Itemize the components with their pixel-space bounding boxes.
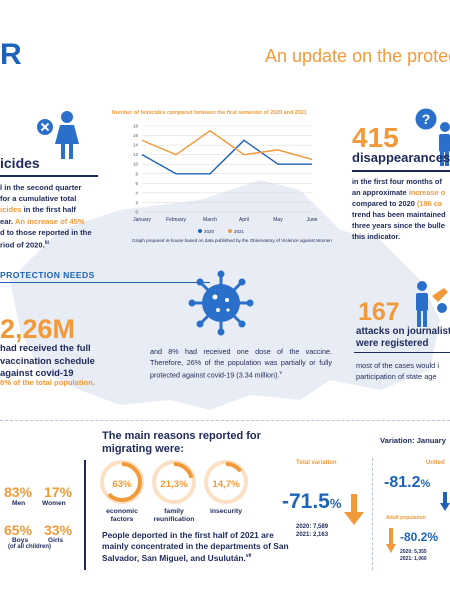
- y-tick-label: 4: [135, 190, 138, 195]
- one-dose-summary: and 8% had received one dose of the vacc…: [150, 347, 332, 380]
- adult-population-detail: 2020: 5,355 2021: 1,060: [400, 549, 427, 562]
- x-tick-label: March: [203, 217, 217, 223]
- section-divider: [0, 420, 450, 421]
- reason-arc-economic: [102, 462, 142, 502]
- attacks-count: 167: [358, 298, 400, 326]
- logo-fragment: R: [0, 38, 22, 71]
- divider: [84, 460, 86, 570]
- prohibited-icon: [37, 119, 53, 135]
- question-icon: ?: [415, 108, 437, 130]
- boys-percentage: 65%: [4, 522, 33, 538]
- y-tick-label: 16: [133, 133, 139, 138]
- x-tick-label: April: [239, 217, 249, 223]
- adult-population-variation: -80.2%: [400, 530, 439, 544]
- femicides-summary: l in the second quarter for a cumulative…: [0, 183, 92, 250]
- chart-source-note: Graph prepared in-house based on data pu…: [132, 238, 332, 243]
- y-tick-label: 18: [133, 124, 139, 129]
- down-arrow-icon: [344, 494, 364, 525]
- y-tick-label: 2: [135, 200, 138, 205]
- down-arrow-icon: [386, 528, 396, 553]
- reason-value: 21,3%: [160, 479, 188, 490]
- x-tick-label: May: [273, 217, 283, 223]
- y-tick-label: 10: [133, 162, 139, 167]
- journalist-attack-icon: [416, 281, 448, 327]
- women-percentage: 17%: [44, 484, 73, 500]
- disappearances-label: disappearances: [352, 150, 450, 165]
- total-variation-detail: 2020: 7,589 2021: 2,163: [296, 524, 329, 538]
- series-line-2021: [141, 129, 313, 161]
- y-tick-label: 6: [135, 181, 138, 186]
- divider: [0, 282, 210, 283]
- attacks-summary: most of the cases would i participation …: [356, 361, 439, 381]
- x-tick-label: January: [133, 217, 151, 223]
- reason-label: insecurity: [209, 508, 243, 515]
- united-states-variation: -81.2%: [384, 474, 431, 491]
- section-title-protection-needs: PROTECTION NEEDS: [0, 270, 95, 280]
- legend-marker-2021: [228, 229, 232, 233]
- femicides-title: icides: [0, 155, 40, 171]
- divider: [352, 170, 450, 172]
- women-label: Women: [42, 500, 66, 507]
- girls-percentage: 33%: [44, 522, 73, 538]
- boys-label: Boys: [12, 537, 29, 544]
- series-line-2020: [141, 139, 312, 175]
- x-tick-label: June: [307, 217, 318, 223]
- reason-arc-insecurity: [206, 462, 246, 502]
- girls-label: Girls: [48, 537, 64, 544]
- united-states-label: United: [426, 460, 445, 466]
- down-arrow-icon: [440, 492, 450, 511]
- person-icon: [439, 122, 450, 166]
- y-tick-label: 0: [135, 210, 138, 215]
- reason-label: family reunification: [153, 508, 195, 523]
- page-title: An update on the protec: [265, 46, 450, 66]
- virus-icon: [188, 270, 254, 336]
- variation-title: Variation: January: [380, 436, 446, 445]
- y-tick-label: 12: [133, 152, 139, 157]
- reason-value: 63%: [112, 479, 132, 490]
- y-tick-label: 8: [135, 171, 138, 176]
- x-tick-label: February: [166, 217, 187, 223]
- attacks-label: attacks on journalist were registered: [356, 326, 450, 349]
- divider: [354, 352, 450, 353]
- legend-marker-2020: [198, 229, 202, 233]
- total-variation-value: -71.5%: [282, 490, 342, 513]
- disappearances-summary: in the first four months of an approxima…: [352, 177, 446, 241]
- vaccinated-share: 8% of the total population.: [0, 378, 95, 387]
- total-variation-label: Total variation: [296, 460, 337, 466]
- children-note: (of all children): [8, 544, 52, 550]
- reason-value: 14,7%: [212, 479, 240, 490]
- reason-arc-family: [154, 462, 194, 502]
- divider: [372, 458, 373, 570]
- vaccinated-count: 2,26M: [0, 314, 76, 344]
- legend-label-2020: 2020: [204, 229, 215, 234]
- reason-label: economic factors: [106, 508, 138, 523]
- reasons-title: The main reasons reported for migrating …: [102, 430, 261, 455]
- vaccination-summary: had received the full vaccination schedu…: [0, 342, 95, 378]
- divider: [0, 175, 98, 177]
- femicides-line-chart: 0 2 4 6 8 10 12 14 16 18 January February March April…: [133, 124, 318, 234]
- deportations-summary: People deported in the first half of 202…: [102, 530, 289, 563]
- disappearances-count: 415: [352, 122, 399, 153]
- men-label: Men: [12, 500, 26, 507]
- chart-title: Number of femicides compared between the…: [112, 110, 307, 116]
- legend-label-2021: 2021: [234, 229, 245, 234]
- svg-text:?: ?: [422, 111, 431, 127]
- adult-population-label: Adult population: [386, 515, 426, 521]
- y-tick-label: 14: [133, 143, 139, 148]
- woman-icon: [55, 111, 79, 159]
- men-percentage: 83%: [4, 484, 33, 500]
